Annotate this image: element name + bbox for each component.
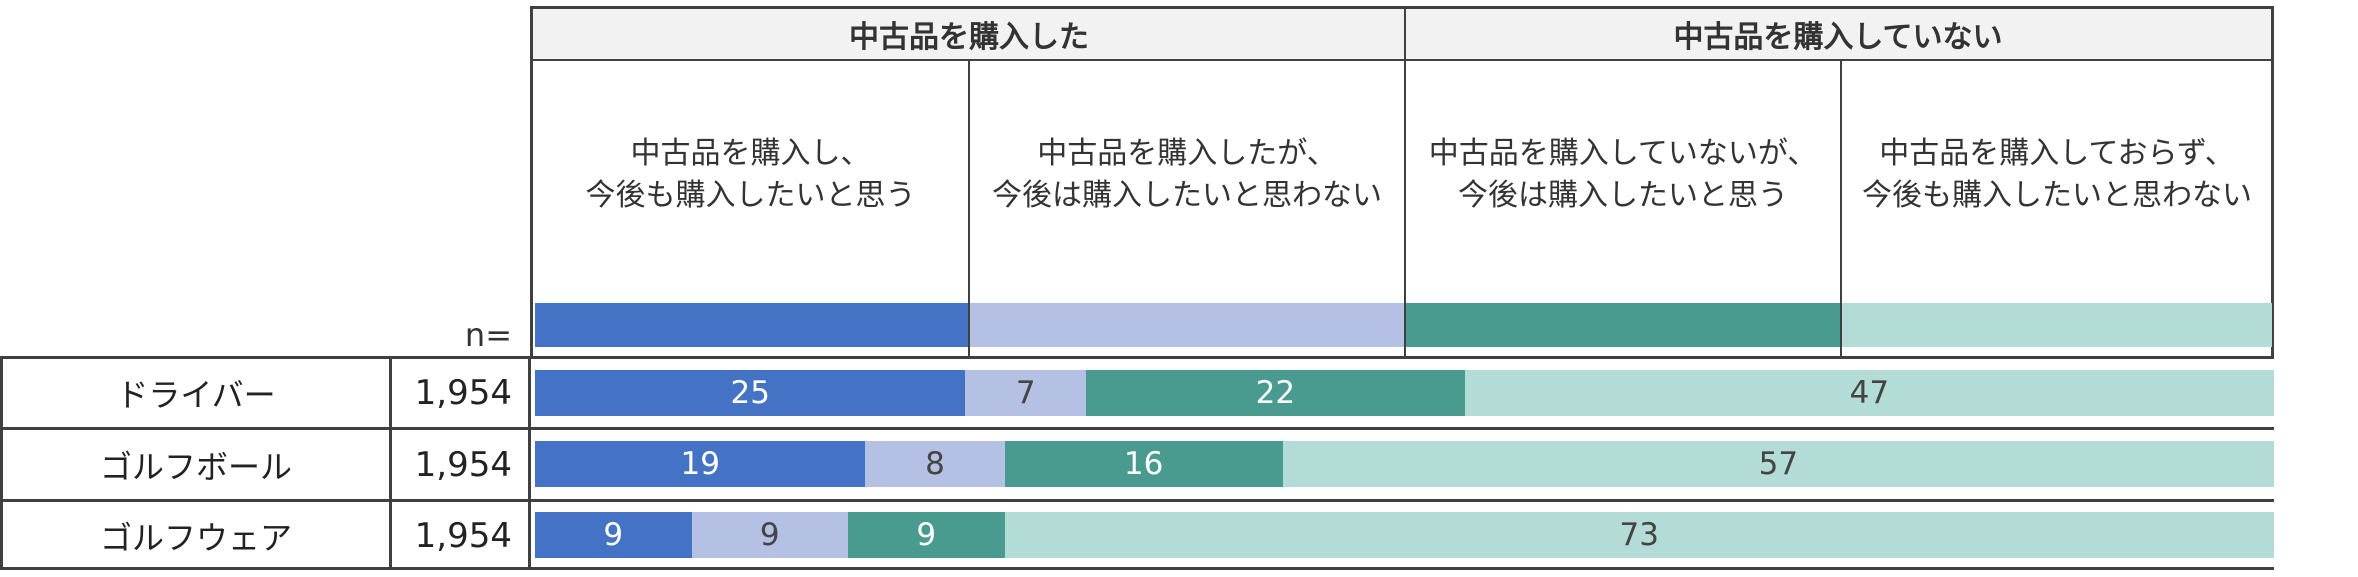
bar-row-golf-wear: 9 9 9 73	[535, 512, 2274, 558]
category-divider-1	[968, 61, 970, 358]
header-frame	[530, 6, 2274, 358]
row-label-golf-ball: ゴルフボール	[99, 447, 292, 486]
bar-segment-row3-series2: 9	[691, 512, 848, 558]
column-separator-n	[528, 356, 531, 570]
category-header-4: 中古品を購入しておらず、 今後も購入したいと思わない	[1862, 136, 2252, 213]
bar-segment-row2-series4: 57	[1282, 441, 2274, 487]
bar-segment-row3-series4: 73	[1004, 512, 2274, 558]
bar-segment-row2-series3: 16	[1004, 441, 1283, 487]
row-label-golf-wear: ゴルフウェア	[99, 519, 292, 557]
category-divider-3	[1840, 61, 1842, 358]
bar-segment-row1-series3: 22	[1085, 370, 1465, 416]
legend-swatch-4	[1842, 303, 2272, 347]
row-separator-1	[0, 427, 2274, 430]
group-divider	[1404, 9, 1406, 358]
category-header-3: 中古品を購入していないが、 今後は購入したいと思う	[1428, 136, 1818, 213]
bar-segment-row2-series1: 19	[535, 441, 866, 487]
group-header-purchased: 中古品を購入した	[533, 9, 1405, 61]
group-header-not-purchased: 中古品を購入していない	[1405, 9, 2271, 61]
bar-segment-row3-series3: 9	[848, 512, 1005, 558]
category-header-2: 中古品を購入したが、 今後は購入したいと思わない	[992, 136, 1382, 213]
row-n-driver: 1,954	[414, 373, 512, 413]
legend-swatch-3	[1406, 303, 1840, 347]
bar-segment-row1-series1: 25	[535, 370, 966, 416]
bar-row-golf-ball: 19 8 16 57	[535, 441, 2274, 487]
legend-swatch-1	[535, 303, 968, 347]
bar-segment-row2-series2: 8	[865, 441, 1005, 487]
table-frame	[0, 356, 2274, 570]
row-n-golf-ball: 1,954	[414, 444, 512, 485]
row-separator-2	[0, 499, 2274, 502]
n-label: n=	[464, 316, 512, 354]
row-n-golf-wear: 1,954	[414, 516, 512, 556]
column-separator-label	[389, 356, 392, 570]
category-header-1: 中古品を購入し、 今後も購入したいと思う	[585, 136, 916, 213]
bar-row-driver: 25 7 22 47	[535, 370, 2274, 416]
bar-segment-row1-series4: 47	[1464, 370, 2274, 416]
row-label-driver: ドライバー	[116, 376, 276, 414]
bar-segment-row1-series2: 7	[965, 370, 1086, 416]
bar-segment-row3-series1: 9	[535, 512, 692, 558]
legend-swatch-2	[970, 303, 1404, 347]
